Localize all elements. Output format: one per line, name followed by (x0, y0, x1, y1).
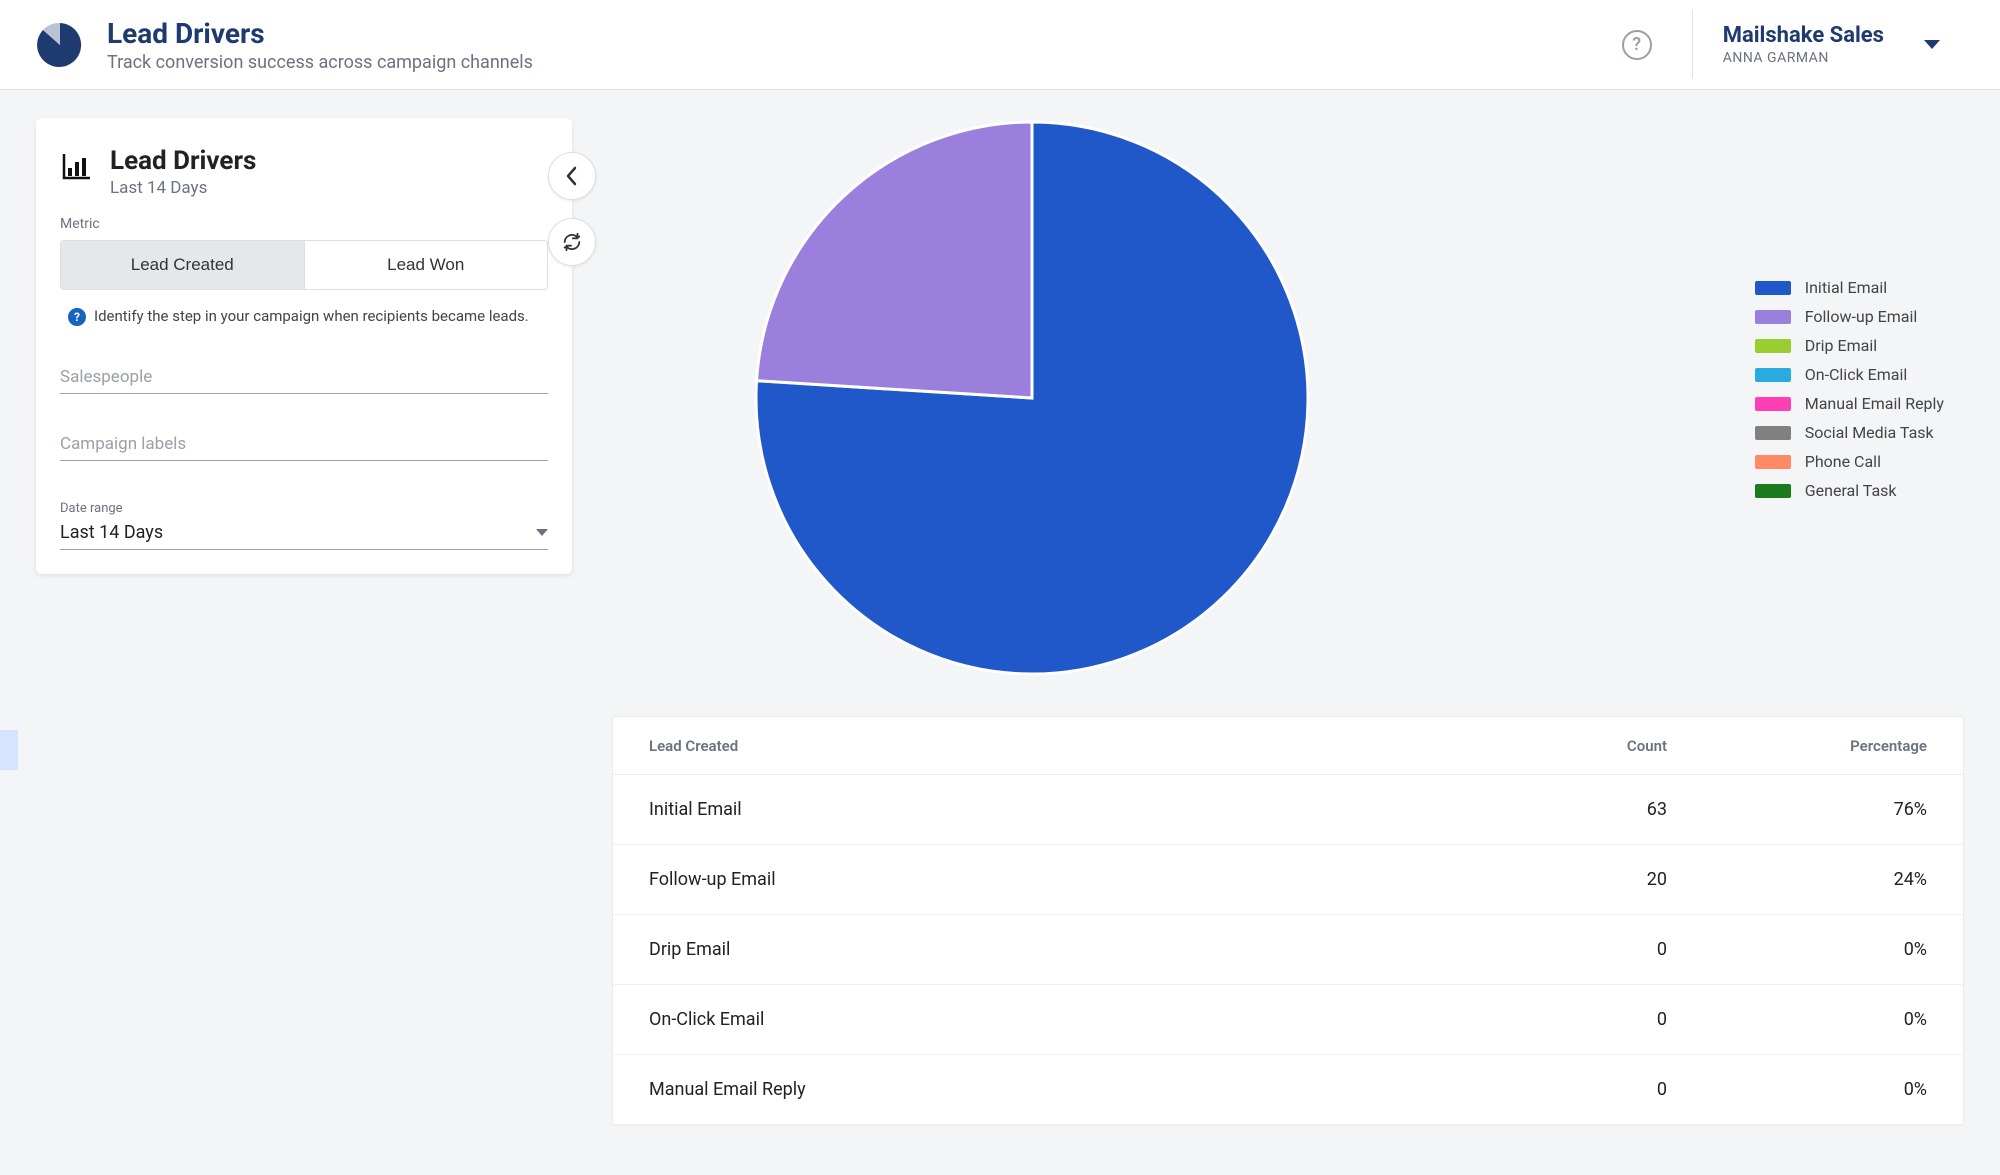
legend-swatch (1755, 455, 1791, 469)
legend-item[interactable]: On-Click Email (1755, 365, 1944, 384)
chevron-down-icon (536, 529, 548, 536)
metric-label: Metric (60, 216, 548, 232)
account-org: Mailshake Sales (1723, 23, 1884, 48)
side-handle[interactable] (0, 730, 18, 770)
tab-lead-created[interactable]: Lead Created (61, 241, 304, 289)
campaign-labels-field[interactable]: Campaign labels (60, 434, 548, 461)
help-button[interactable]: ? (1622, 30, 1652, 60)
main-content: Initial Email Follow-up Email Drip Email On… (612, 118, 1964, 1175)
cell-pct: 76% (1667, 799, 1927, 820)
legend-label: Manual Email Reply (1805, 394, 1944, 413)
legend-label: General Task (1805, 481, 1897, 500)
legend-swatch (1755, 281, 1791, 295)
table-row[interactable]: Follow-up Email2024% (613, 845, 1963, 915)
col-percentage: Percentage (1667, 737, 1927, 755)
panel-title: Lead Drivers (110, 146, 256, 176)
chart-legend: Initial Email Follow-up Email Drip Email On… (1755, 278, 1944, 500)
legend-item[interactable]: Phone Call (1755, 452, 1944, 471)
col-count: Count (1467, 737, 1667, 755)
date-range-label: Date range (60, 501, 548, 522)
legend-label: Phone Call (1805, 452, 1881, 471)
cell-pct: 0% (1667, 939, 1927, 960)
refresh-button[interactable] (548, 218, 596, 266)
date-range-value: Last 14 Days (60, 522, 163, 543)
legend-label: Social Media Task (1805, 423, 1934, 442)
legend-label: Drip Email (1805, 336, 1877, 355)
legend-label: On-Click Email (1805, 365, 1908, 384)
table-row[interactable]: Drip Email00% (613, 915, 1963, 985)
cell-count: 63 (1467, 799, 1667, 820)
table-row[interactable]: On-Click Email00% (613, 985, 1963, 1055)
app-header: Lead Drivers Track conversion success ac… (0, 0, 2000, 90)
collapse-panel-button[interactable] (548, 152, 596, 200)
legend-swatch (1755, 426, 1791, 440)
cell-count: 0 (1467, 1009, 1667, 1030)
cell-count: 0 (1467, 939, 1667, 960)
cell-label: On-Click Email (649, 1009, 1467, 1030)
legend-label: Follow-up Email (1805, 307, 1918, 326)
info-icon: ? (68, 308, 86, 326)
filter-panel: Lead Drivers Last 14 Days Metric Lead Cr… (36, 118, 572, 574)
legend-swatch (1755, 310, 1791, 324)
cell-count: 0 (1467, 1079, 1667, 1100)
legend-item[interactable]: Initial Email (1755, 278, 1944, 297)
panel-subtitle: Last 14 Days (110, 178, 256, 198)
legend-label: Initial Email (1805, 278, 1887, 297)
legend-item[interactable]: Drip Email (1755, 336, 1944, 355)
legend-item[interactable]: General Task (1755, 481, 1944, 500)
account-menu[interactable]: Mailshake Sales ANNA GARMAN (1692, 10, 1970, 79)
cell-label: Follow-up Email (649, 869, 1467, 890)
cell-label: Drip Email (649, 939, 1467, 960)
cell-label: Initial Email (649, 799, 1467, 820)
cell-pct: 24% (1667, 869, 1927, 890)
legend-item[interactable]: Social Media Task (1755, 423, 1944, 442)
account-user: ANNA GARMAN (1723, 50, 1884, 66)
legend-swatch (1755, 368, 1791, 382)
legend-item[interactable]: Follow-up Email (1755, 307, 1944, 326)
legend-swatch (1755, 339, 1791, 353)
legend-swatch (1755, 397, 1791, 411)
bar-chart-icon (60, 150, 92, 182)
cell-label: Manual Email Reply (649, 1079, 1467, 1100)
lead-table: Lead Created Count Percentage Initial Em… (612, 716, 1964, 1126)
metric-toggle: Lead Created Lead Won (60, 240, 548, 290)
legend-swatch (1755, 484, 1791, 498)
cell-pct: 0% (1667, 1079, 1927, 1100)
pie-chart (752, 118, 1312, 682)
pie-slice[interactable] (757, 122, 1032, 398)
table-row[interactable]: Initial Email6376% (613, 775, 1963, 845)
chevron-down-icon (1924, 40, 1940, 49)
salespeople-field[interactable]: Salespeople (60, 367, 548, 394)
legend-item[interactable]: Manual Email Reply (1755, 394, 1944, 413)
campaign-labels-label: Campaign labels (60, 434, 548, 460)
cell-count: 20 (1467, 869, 1667, 890)
app-logo-icon (35, 20, 85, 70)
table-header: Lead Created Count Percentage (613, 717, 1963, 775)
salespeople-label: Salespeople (60, 367, 548, 393)
table-row[interactable]: Manual Email Reply00% (613, 1055, 1963, 1125)
tab-lead-won[interactable]: Lead Won (304, 241, 548, 289)
cell-pct: 0% (1667, 1009, 1927, 1030)
col-lead-created: Lead Created (649, 737, 1467, 755)
page-subtitle: Track conversion success across campaign… (107, 52, 1622, 73)
metric-hint: ? Identify the step in your campaign whe… (60, 306, 548, 327)
hint-text: Identify the step in your campaign when … (94, 306, 529, 327)
page-title: Lead Drivers (107, 17, 1622, 50)
date-range-field[interactable]: Date range Last 14 Days (60, 501, 548, 550)
